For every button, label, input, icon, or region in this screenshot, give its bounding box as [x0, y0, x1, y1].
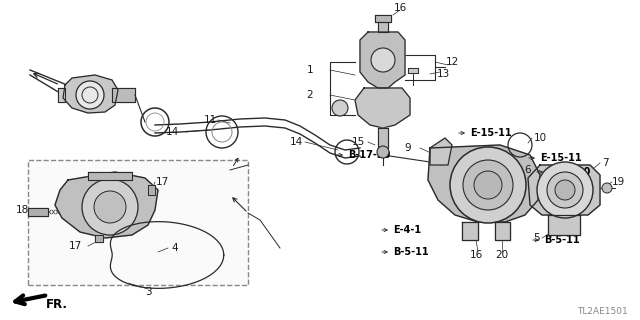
Text: 11: 11	[204, 115, 216, 125]
Text: 20: 20	[495, 250, 509, 260]
Circle shape	[82, 179, 138, 235]
Text: 16: 16	[469, 250, 483, 260]
Polygon shape	[408, 68, 418, 73]
Text: E-4-1: E-4-1	[393, 225, 421, 235]
Polygon shape	[95, 235, 103, 242]
Polygon shape	[360, 32, 405, 88]
Polygon shape	[28, 208, 48, 216]
Polygon shape	[58, 88, 65, 102]
Text: 17: 17	[68, 241, 82, 251]
Text: 2: 2	[307, 90, 314, 100]
Text: FR.: FR.	[46, 298, 68, 310]
Circle shape	[537, 162, 593, 218]
Text: B-5-11: B-5-11	[544, 235, 580, 245]
Text: TL2AE1501: TL2AE1501	[577, 308, 628, 316]
Polygon shape	[112, 88, 135, 102]
Polygon shape	[378, 22, 388, 32]
Text: B-17-30: B-17-30	[548, 167, 590, 177]
Text: 16: 16	[394, 3, 406, 13]
Polygon shape	[88, 172, 132, 180]
Circle shape	[377, 146, 389, 158]
Polygon shape	[548, 215, 580, 235]
Circle shape	[450, 147, 526, 223]
Text: 5: 5	[534, 233, 540, 243]
Text: 17: 17	[156, 177, 168, 187]
Text: 9: 9	[404, 143, 412, 153]
Text: E-15-11: E-15-11	[470, 128, 511, 138]
Polygon shape	[430, 138, 452, 165]
Text: B-5-11: B-5-11	[393, 247, 429, 257]
Bar	[28, 160, 248, 285]
Polygon shape	[495, 222, 510, 240]
Text: 1: 1	[307, 65, 314, 75]
Polygon shape	[148, 185, 155, 195]
Text: 4: 4	[172, 243, 179, 253]
Circle shape	[602, 183, 612, 193]
Circle shape	[547, 172, 583, 208]
Circle shape	[463, 160, 513, 210]
Text: 15: 15	[351, 137, 365, 147]
Text: 8: 8	[475, 163, 481, 173]
Polygon shape	[462, 222, 478, 240]
Polygon shape	[528, 165, 600, 215]
Text: 10: 10	[533, 133, 547, 143]
Text: E-15-11: E-15-11	[540, 153, 582, 163]
Polygon shape	[378, 128, 388, 148]
Text: 12: 12	[445, 57, 459, 67]
Polygon shape	[428, 145, 540, 222]
Circle shape	[332, 100, 348, 116]
Text: 19: 19	[611, 177, 625, 187]
Circle shape	[474, 171, 502, 199]
Text: 7: 7	[602, 158, 608, 168]
Circle shape	[76, 81, 104, 109]
Circle shape	[371, 48, 395, 72]
Text: B-17-30: B-17-30	[348, 150, 390, 160]
Polygon shape	[55, 172, 158, 238]
Circle shape	[94, 191, 126, 223]
Circle shape	[555, 180, 575, 200]
Polygon shape	[355, 88, 410, 128]
Text: 14: 14	[165, 127, 179, 137]
Text: 6: 6	[525, 165, 531, 175]
Polygon shape	[375, 15, 391, 22]
Text: 13: 13	[436, 69, 450, 79]
Text: 18: 18	[15, 205, 29, 215]
Text: 3: 3	[145, 287, 151, 297]
Polygon shape	[63, 75, 118, 113]
Text: 14: 14	[289, 137, 303, 147]
